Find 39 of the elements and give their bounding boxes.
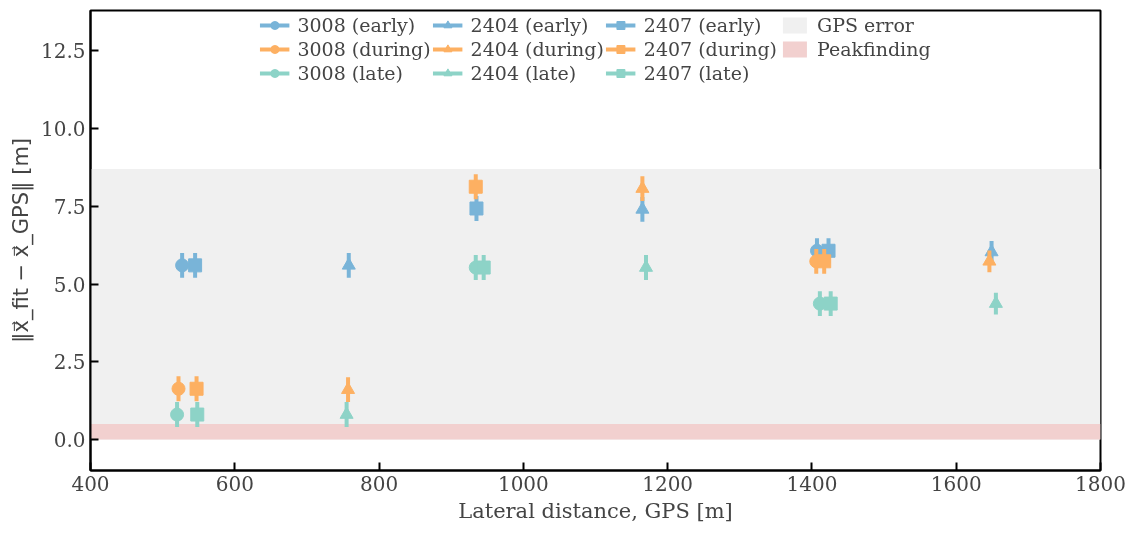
legend-label: 2404 (early) — [470, 14, 589, 36]
point — [188, 258, 203, 273]
x-tick-label: 1800 — [1075, 471, 1126, 496]
point — [171, 381, 186, 396]
legend-label: 3008 (late) — [297, 62, 403, 84]
y-tick-label: 0.0 — [53, 427, 86, 452]
point — [170, 407, 185, 422]
point — [190, 407, 205, 422]
y-tick-label: 5.0 — [53, 272, 86, 297]
legend-label: 3008 (early) — [297, 14, 416, 36]
x-tick-label: 600 — [215, 471, 254, 496]
legend-label: GPS error — [816, 14, 914, 36]
x-axis-title: Lateral distance, GPS [m] — [458, 498, 733, 523]
point — [817, 254, 832, 269]
point — [476, 260, 491, 275]
point — [823, 296, 838, 311]
y-tick-label: 12.5 — [40, 39, 86, 64]
y-tick-label: 7.5 — [53, 194, 86, 219]
x-tick-label: 1600 — [930, 471, 982, 496]
legend-label: 3008 (during) — [297, 38, 431, 60]
x-tick-label: 1200 — [642, 471, 694, 496]
point — [469, 201, 484, 216]
legend-label: Peakfinding — [816, 38, 931, 60]
legend-label: 2407 (early) — [643, 14, 762, 36]
point — [468, 179, 483, 194]
legend-label: 2407 (during) — [643, 38, 777, 60]
x-tick-label: 400 — [71, 471, 110, 496]
legend-label: 2407 (late) — [643, 62, 750, 84]
y-tick-label: 2.5 — [53, 350, 86, 375]
y-tick-label: 10.0 — [40, 117, 86, 142]
x-tick-label: 800 — [359, 471, 399, 496]
x-tick-label: 1000 — [497, 471, 549, 496]
x-tick-label: 1400 — [786, 471, 838, 496]
point — [189, 381, 204, 396]
legend-label: 2404 (during) — [470, 38, 604, 60]
y-axis-title: ‖x⃗_fit − x⃗_GPS‖ [m] — [8, 137, 34, 344]
legend-label: 2404 (late) — [470, 62, 577, 84]
point — [341, 257, 356, 270]
point — [175, 258, 190, 273]
